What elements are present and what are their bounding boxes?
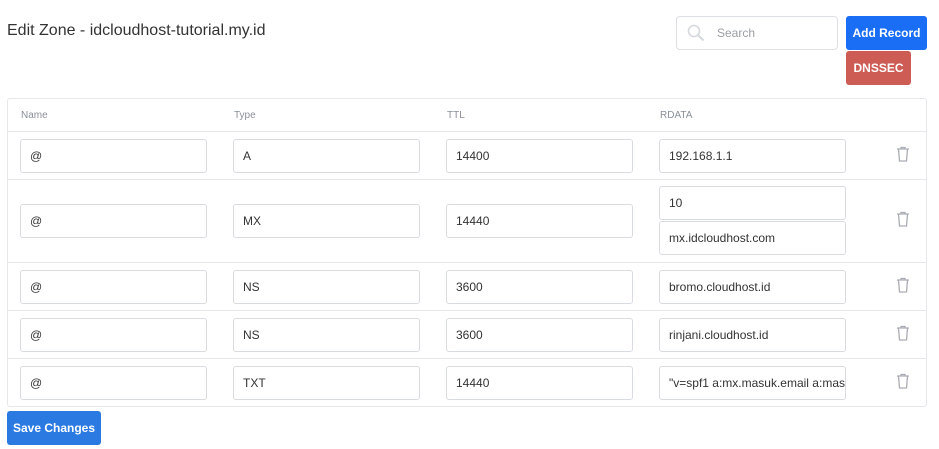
ttl-input[interactable]: 14440 — [446, 366, 633, 400]
record-row: @ TXT 14440 "v=spf1 a:mx.masuk.email a:m… — [8, 359, 926, 407]
trash-icon[interactable] — [896, 211, 910, 227]
record-row: @ MX 14440 10 mx.idcloudhost.com — [8, 180, 926, 263]
ttl-input[interactable]: 3600 — [446, 318, 633, 352]
trash-icon[interactable] — [896, 146, 910, 162]
records-table: Name Type TTL RDATA @ A 14400 192.168.1.… — [7, 98, 927, 407]
rdata-input[interactable]: rinjani.cloudhost.id — [659, 318, 846, 352]
type-input[interactable]: TXT — [233, 366, 420, 400]
ttl-input[interactable]: 3600 — [446, 270, 633, 304]
record-row: @ NS 3600 bromo.cloudhost.id — [8, 263, 926, 311]
type-input[interactable]: NS — [233, 318, 420, 352]
name-input[interactable]: @ — [20, 270, 207, 304]
rdata-input[interactable]: bromo.cloudhost.id — [659, 270, 846, 304]
add-record-button[interactable]: Add Record — [846, 16, 927, 50]
name-input[interactable]: @ — [20, 366, 207, 400]
trash-icon[interactable] — [896, 277, 910, 293]
column-header-rdata: RDATA — [660, 110, 693, 121]
column-header-type: Type — [234, 110, 256, 121]
trash-icon[interactable] — [896, 325, 910, 341]
name-input[interactable]: @ — [20, 139, 207, 173]
page-title: Edit Zone - idcloudhost-tutorial.my.id — [7, 22, 266, 39]
ttl-input[interactable]: 14400 — [446, 139, 633, 173]
dnssec-button[interactable]: DNSSEC — [846, 51, 911, 85]
rdata-input[interactable]: 192.168.1.1 — [659, 139, 846, 173]
type-input[interactable]: MX — [233, 204, 420, 238]
name-input[interactable]: @ — [20, 204, 207, 238]
search-box[interactable] — [676, 16, 838, 50]
rdata-priority-input[interactable]: 10 — [659, 186, 846, 220]
search-input[interactable] — [717, 26, 827, 40]
search-icon — [687, 24, 705, 42]
rdata-input[interactable]: mx.idcloudhost.com — [659, 221, 846, 255]
save-changes-button[interactable]: Save Changes — [7, 411, 101, 445]
ttl-input[interactable]: 14440 — [446, 204, 633, 238]
record-row: @ NS 3600 rinjani.cloudhost.id — [8, 311, 926, 359]
table-header: Name Type TTL RDATA — [8, 99, 926, 132]
trash-icon[interactable] — [896, 373, 910, 389]
record-row: @ A 14400 192.168.1.1 — [8, 132, 926, 180]
column-header-name: Name — [21, 110, 48, 121]
rdata-input[interactable]: "v=spf1 a:mx.masuk.email a:mas — [659, 366, 846, 400]
type-input[interactable]: A — [233, 139, 420, 173]
name-input[interactable]: @ — [20, 318, 207, 352]
column-header-ttl: TTL — [447, 110, 465, 121]
type-input[interactable]: NS — [233, 270, 420, 304]
